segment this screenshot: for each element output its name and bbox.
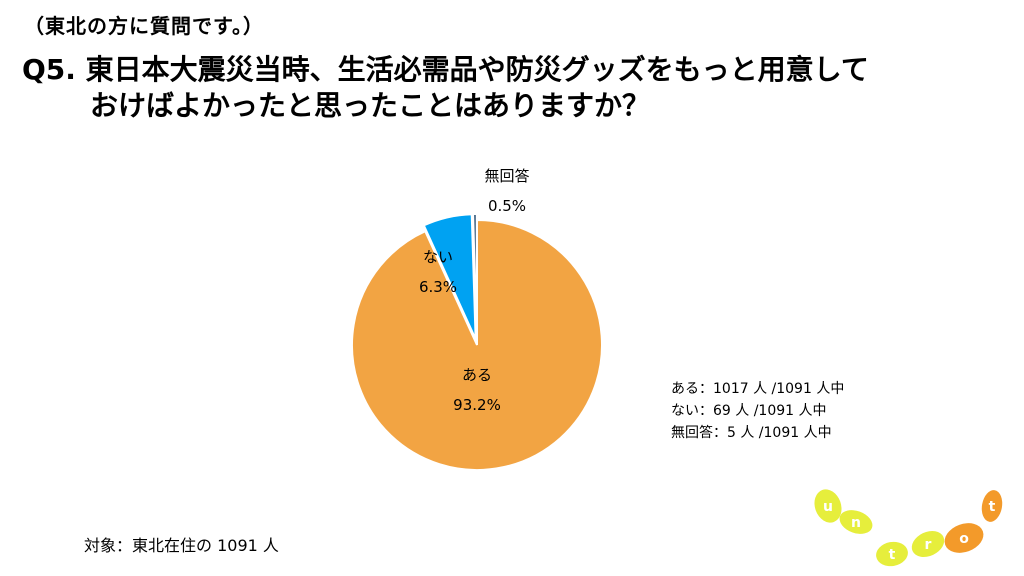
logo-blob-3 <box>876 541 908 567</box>
untrot-logo: u n t r o t <box>814 489 1003 567</box>
logo-letter-3: t <box>889 547 896 563</box>
logo-letter-1: u <box>823 499 833 515</box>
logo-blob-2 <box>839 510 873 534</box>
logo-letter-6: t <box>989 499 996 515</box>
pie-slice-0 <box>351 218 603 471</box>
slice-label-1: ない <box>423 248 453 266</box>
slice-label-0: ある <box>462 366 492 384</box>
slice-label-2: 無回答 <box>484 167 529 185</box>
slice-value-0: 93.2% <box>453 396 501 414</box>
page-title: Q5. 東日本大震災当時、生活必需品や防災グッズをもっと用意して おけばよかった… <box>22 52 869 124</box>
slice-value-1: 6.3% <box>419 278 457 296</box>
logo-blob-6 <box>981 490 1003 522</box>
logo-letter-2: n <box>851 515 861 531</box>
logo-letter-5: o <box>959 531 969 547</box>
title-line-2: おけばよかったと思ったことはありますか？ <box>90 89 651 122</box>
subtitle: （東北の方に質問です。） <box>24 14 264 38</box>
count-aru: ある：1017 人 /1091 人中 <box>671 381 845 397</box>
logo-blob-5 <box>944 523 984 553</box>
count-no-answer: 無回答：5 人 /1091 人中 <box>671 425 832 441</box>
count-nai: ない：69 人 /1091 人中 <box>671 403 827 419</box>
survey-target: 対象：東北在住の 1091 人 <box>84 536 279 555</box>
response-counts: ある：1017 人 /1091 人中 ない：69 人 /1091 人中 無回答：… <box>671 378 844 444</box>
pie-slice-2 <box>471 213 478 340</box>
title-line-1: Q5. 東日本大震災当時、生活必需品や防災グッズをもっと用意して <box>22 53 869 86</box>
pie-slice-1 <box>422 213 477 340</box>
logo-blob-1 <box>814 489 842 523</box>
slice-value-2: 0.5% <box>488 197 526 215</box>
logo-blob-4 <box>911 530 945 558</box>
logo-letter-4: r <box>925 537 932 553</box>
